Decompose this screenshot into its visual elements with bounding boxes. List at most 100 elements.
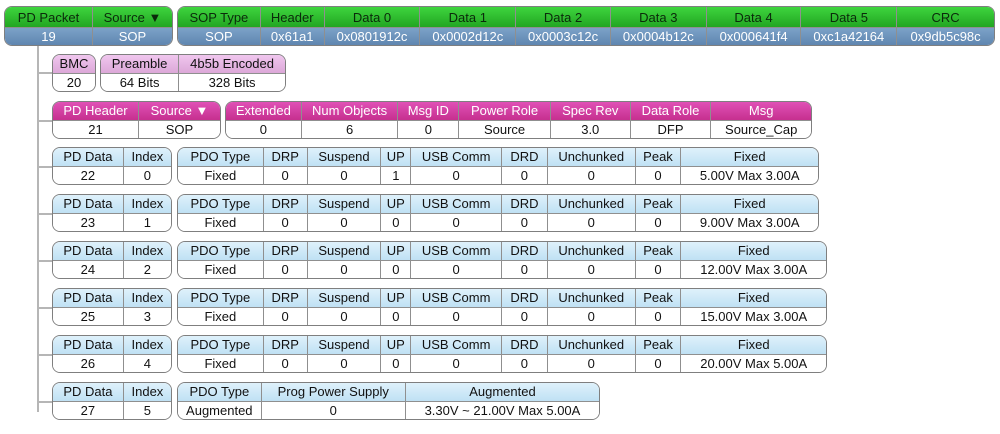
source-cell[interactable]: Source ▼ SOP: [92, 7, 172, 45]
fixed-header: Fixed: [681, 148, 818, 166]
msg-id-header: Msg ID: [398, 102, 459, 120]
suspend-header: Suspend: [307, 289, 381, 307]
pdo-type-cell: PDO Type Fixed: [178, 148, 264, 184]
drd-cell: DRD 0: [501, 289, 548, 325]
unchunked-value: 0: [547, 259, 635, 278]
index-header: Index: [123, 148, 171, 166]
crc-header: CRC: [897, 7, 994, 27]
fixed-value: 5.00V Max 3.00A: [681, 165, 818, 184]
index-header: Index: [123, 383, 171, 401]
index-value: 4: [123, 353, 171, 372]
prog-power-supply-cell: Prog Power Supply 0: [261, 383, 406, 419]
data3-header: Data 3: [610, 7, 706, 27]
index-header: Index: [123, 195, 171, 213]
pd-header-cell: PD Header 21: [53, 102, 139, 138]
tree-branch-pd-data-1: [37, 213, 52, 215]
up-value: 0: [381, 259, 411, 278]
fixed-header: Fixed: [681, 195, 818, 213]
pd-header-source-dropdown[interactable]: Source ▼: [138, 102, 220, 120]
fixed-value: 15.00V Max 3.00A: [681, 306, 826, 325]
drp-value: 0: [263, 259, 307, 278]
tree-branch-pd-data-0: [37, 166, 52, 168]
drp-header: DRP: [263, 289, 307, 307]
data5-value: 0xc1a42164: [801, 27, 897, 45]
peak-header: Peak: [635, 336, 681, 354]
pdo-type-header: PDO Type: [178, 242, 263, 260]
pd-data-header: PD Data: [53, 195, 123, 213]
unchunked-value: 0: [547, 306, 635, 325]
sop-type-header: SOP Type: [178, 7, 260, 27]
encoded-cell: 4b5b Encoded 328 Bits: [179, 55, 285, 91]
peak-value: 0: [635, 212, 681, 231]
usb-comm-value: 0: [411, 306, 501, 325]
usb-comm-cell: USB Comm 0: [411, 242, 502, 278]
pd-header-source-cell[interactable]: Source ▼ SOP: [138, 102, 220, 138]
index-value: 0: [123, 165, 171, 184]
pdo-type-cell: PDO Type Fixed: [178, 289, 264, 325]
tree-branch-pd-data-3: [37, 307, 52, 309]
drd-value: 0: [501, 212, 547, 231]
tree-branch-pd-header: [37, 120, 52, 122]
drd-value: 0: [501, 306, 547, 325]
suspend-value: 0: [307, 259, 381, 278]
preamble-value: 64 Bits: [101, 72, 179, 91]
pd-data-group: PD Data 25 Index 3: [52, 288, 172, 326]
pd-data-cell: PD Data 25: [53, 289, 124, 325]
pdo-type-cell: PDO Type Fixed: [178, 195, 264, 231]
usb-comm-cell: USB Comm 0: [411, 289, 502, 325]
fixed-value: 9.00V Max 3.00A: [681, 212, 818, 231]
peak-value: 0: [635, 259, 681, 278]
pdo-type-cell: PDO Type Fixed: [178, 336, 264, 372]
sop-type-cell: SOP Type SOP: [178, 7, 261, 45]
augmented-cell: Augmented 3.30V ~ 21.00V Max 5.00A: [405, 383, 599, 419]
tree-branch-pd-data-5: [37, 401, 52, 403]
unchunked-header: Unchunked: [547, 242, 635, 260]
preamble-group: Preamble 64 Bits 4b5b Encoded 328 Bits: [100, 54, 286, 92]
peak-cell: Peak 0: [635, 336, 682, 372]
data1-header: Data 1: [420, 7, 516, 27]
data-role-cell: Data Role DFP: [630, 102, 712, 138]
sop-group: SOP Type SOP Header 0x61a1 Data 0 0x0801…: [177, 6, 995, 46]
peak-value: 0: [635, 306, 681, 325]
suspend-value: 0: [307, 306, 381, 325]
usb-comm-header: USB Comm: [411, 242, 501, 260]
pdo-type-value: Fixed: [178, 165, 263, 184]
data0-cell: Data 0 0x0801912c: [324, 7, 421, 45]
augmented-pdo-group: PDO Type Augmented Prog Power Supply 0 Aug…: [177, 382, 600, 420]
pd-data-header: PD Data: [53, 289, 123, 307]
spec-rev-cell: Spec Rev 3.0: [550, 102, 631, 138]
suspend-value: 0: [307, 353, 381, 372]
pdo-type-value: Fixed: [178, 353, 263, 372]
bmc-value: 20: [53, 72, 95, 91]
source-dropdown[interactable]: Source ▼: [92, 7, 172, 27]
drd-cell: DRD 0: [501, 148, 548, 184]
unchunked-cell: Unchunked 0: [547, 242, 636, 278]
power-role-value: Source: [459, 119, 550, 138]
fixed-cell: Fixed 20.00V Max 5.00A: [681, 336, 826, 372]
pd-data-group: PD Data 23 Index 1: [52, 194, 172, 232]
data2-header: Data 2: [516, 7, 610, 27]
pd-header-source-value: SOP: [138, 119, 220, 138]
data4-header: Data 4: [706, 7, 801, 27]
suspend-cell: Suspend 0: [307, 195, 382, 231]
index-value: 2: [123, 259, 171, 278]
index-value: 1: [123, 212, 171, 231]
pd-header-value: 21: [53, 119, 138, 138]
pd-data-value: 24: [53, 259, 123, 278]
msg-value: Source_Cap: [711, 119, 811, 138]
unchunked-value: 0: [547, 353, 635, 372]
unchunked-cell: Unchunked 0: [547, 148, 636, 184]
index-cell: Index 3: [123, 289, 171, 325]
unchunked-header: Unchunked: [547, 195, 635, 213]
unchunked-header: Unchunked: [547, 289, 635, 307]
up-cell: UP 0: [381, 195, 412, 231]
fixed-pdo-group: PDO Type Fixed DRP 0 Suspend 0 UP 0 USB Comm…: [177, 241, 827, 279]
up-cell: UP 1: [381, 148, 412, 184]
pd-data-cell: PD Data 26: [53, 336, 124, 372]
drd-cell: DRD 0: [501, 195, 548, 231]
pd-data-cell: PD Data 22: [53, 148, 124, 184]
usb-comm-header: USB Comm: [411, 289, 501, 307]
peak-cell: Peak 0: [635, 289, 682, 325]
pd-data-value: 25: [53, 306, 123, 325]
drp-cell: DRP 0: [263, 336, 308, 372]
